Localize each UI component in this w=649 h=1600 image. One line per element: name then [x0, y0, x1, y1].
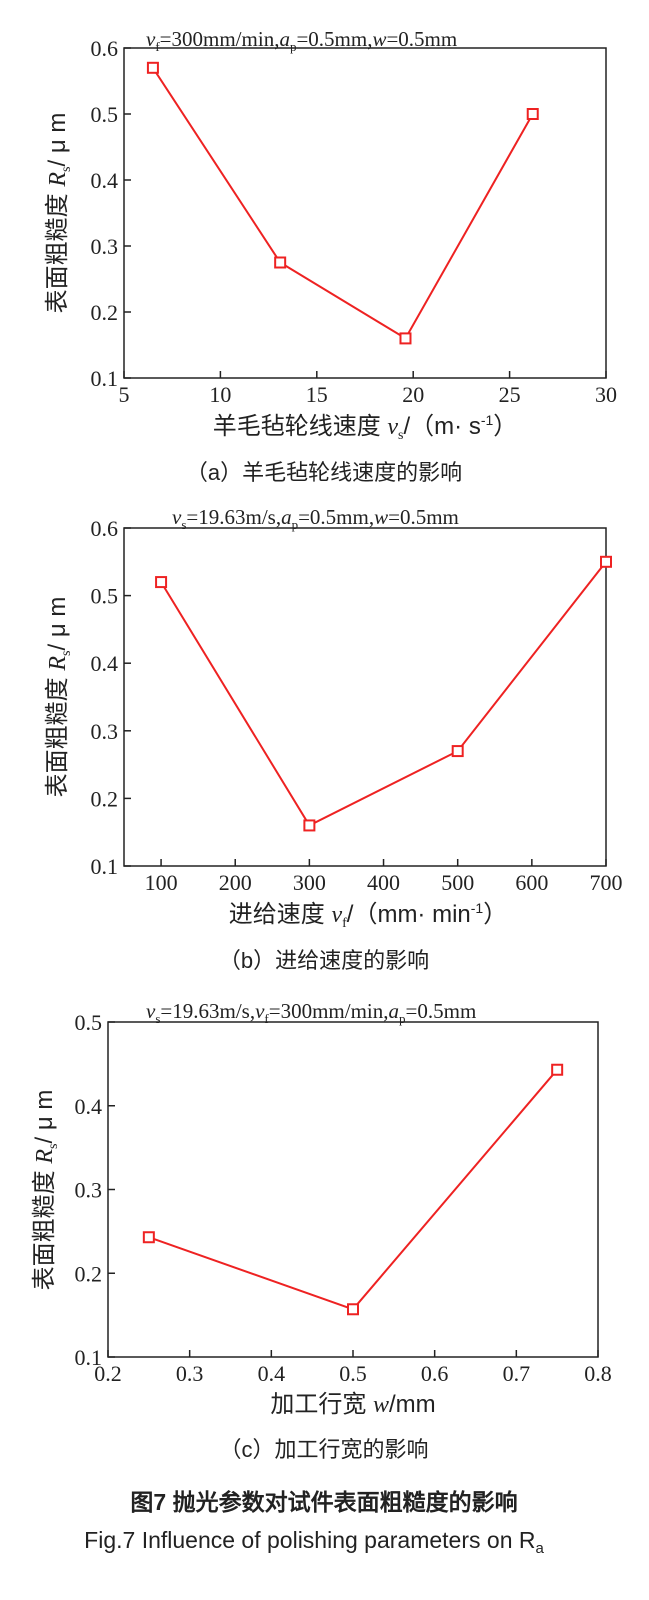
chart-b-xtick-label: 500: [441, 870, 474, 895]
chart-a-ytick-label: 0.1: [91, 366, 119, 391]
chart-c-ticks: 0.10.20.30.40.50.2 0.3 0.4 0.5 0.6 0.7 0.8: [75, 1010, 612, 1386]
chart-b-markers: [155, 555, 612, 832]
chart-b-plot-area: [123, 527, 607, 867]
chart-b-data-point: [451, 745, 464, 758]
chart-c-ytick-label: 0.3: [75, 1178, 103, 1203]
chart-b-xlabel: 进给速度 vf/（mm· min-1）: [229, 900, 507, 931]
chart-c-xtick-label: 0.2: [94, 1361, 122, 1386]
chart-a-ytick-label: 0.6: [91, 36, 119, 61]
chart-a-caption: （a）羊毛毡轮线速度的影响: [186, 460, 462, 485]
chart-a-xtick-label: 10: [209, 382, 231, 407]
chart-b-xtick-label: 200: [219, 870, 252, 895]
chart-a-ytick-label: 0.4: [91, 168, 119, 193]
chart-c: vs=19.63m/s,vf=300mm/min,ap=0.5mm 0.10.2…: [31, 999, 612, 1462]
chart-b-series-line: [160, 561, 607, 827]
chart-a-ylabel: 表面粗糙度 Rs/ μ m: [44, 113, 74, 314]
chart-b-xtick-label: 100: [145, 870, 178, 895]
chart-c-xtick-label: 0.8: [584, 1361, 612, 1386]
chart-b-ticks: 0.1 0.2 0.3 0.4 0.5 0.6 100 200 300 400 500 600 700: [91, 516, 623, 895]
chart-c-ytick-label: 0.2: [75, 1261, 103, 1286]
chart-b-ylabel: 表面粗糙度 Rs/ μ m: [44, 597, 74, 798]
chart-a-xtick-label: 20: [402, 382, 424, 407]
chart-b-params: vs=19.63m/s,ap=0.5mm,w=0.5mm: [172, 505, 459, 532]
chart-b-ytick-label: 0.6: [91, 516, 119, 541]
chart-a-data-point: [146, 61, 159, 74]
chart-c-ytick-label: 0.4: [75, 1094, 103, 1119]
chart-b-xtick-label: 700: [590, 870, 623, 895]
chart-b-caption: （b）进给速度的影响: [219, 948, 429, 973]
chart-a-xtick-label: 30: [595, 382, 617, 407]
chart-a-xtick-label: 25: [499, 382, 521, 407]
chart-a-xtick-label: 15: [306, 382, 328, 407]
chart-b-ytick-label: 0.2: [91, 786, 119, 811]
chart-a: vf=300mm/min,ap=0.5mm,w=0.5mm 0.10.20.30…: [44, 27, 617, 485]
chart-b-xtick-label: 600: [515, 870, 548, 895]
chart-c-ytick-label: 0.5: [75, 1010, 103, 1035]
chart-c-params: vs=19.63m/s,vf=300mm/min,ap=0.5mm: [146, 999, 476, 1026]
chart-a-data-point: [399, 332, 412, 345]
chart-a-data-point: [274, 256, 287, 269]
figure-title-en-subscript: a: [535, 1540, 544, 1557]
chart-c-caption: （c）加工行宽的影响: [219, 1437, 428, 1462]
chart-a-series-line: [152, 67, 534, 340]
chart-c-xlabel: 加工行宽 w/mm: [270, 1391, 435, 1418]
chart-c-ytick-label: 0.1: [75, 1345, 103, 1370]
chart-c-xtick-label: 0.4: [258, 1361, 286, 1386]
chart-a-ytick-label: 0.2: [91, 300, 119, 325]
chart-b-data-point: [155, 576, 168, 589]
chart-b-ytick-label: 0.5: [91, 584, 119, 609]
chart-b-data-point: [600, 555, 612, 568]
chart-a-xlabel: 羊毛毡轮线速度 vs/（m· s-1）: [213, 412, 518, 443]
chart-b-ytick-label: 0.1: [91, 854, 119, 879]
chart-a-markers: [146, 61, 539, 345]
chart-a-ticks: 0.1 0.2 0.3 0.4 0.5 0.6 5 10 15 20 25 30: [91, 36, 618, 407]
chart-c-data-point: [347, 1303, 359, 1316]
chart-b: vs=19.63m/s,ap=0.5mm,w=0.5mm 0.10.20.30.…: [44, 505, 623, 973]
figure-title-en: Fig.7 Influence of polishing parameters …: [84, 1527, 544, 1557]
chart-b-xtick-label: 300: [293, 870, 326, 895]
figure-title-cn: 图7 抛光参数对试件表面粗糙度的影响: [130, 1489, 517, 1515]
chart-b-xtick-label: 400: [367, 870, 400, 895]
chart-a-xtick-label: 5: [119, 382, 130, 407]
chart-a-plot-area: [123, 47, 607, 379]
chart-a-data-point: [526, 108, 539, 120]
chart-a-params: vf=300mm/min,ap=0.5mm,w=0.5mm: [146, 27, 457, 54]
chart-c-xtick-label: 0.6: [421, 1361, 449, 1386]
chart-c-ylabel: 表面粗糙度 Rs/ μ m: [31, 1090, 61, 1291]
figure-title-en-main: Fig.7 Influence of polishing parameters …: [84, 1527, 535, 1553]
chart-b-ytick-label: 0.4: [91, 651, 119, 676]
chart-c-data-point: [551, 1063, 564, 1076]
chart-b-ytick-label: 0.3: [91, 719, 119, 744]
chart-a-ytick-label: 0.5: [91, 102, 119, 127]
chart-c-series-line: [148, 1069, 558, 1311]
chart-a-ytick-label: 0.3: [91, 234, 119, 259]
chart-c-data-point: [142, 1231, 155, 1244]
chart-c-xtick-label: 0.7: [503, 1361, 531, 1386]
chart-c-xtick-label: 0.5: [339, 1361, 367, 1386]
chart-c-xtick-label: 0.3: [176, 1361, 204, 1386]
chart-b-data-point: [303, 819, 316, 832]
chart-c-markers: [142, 1063, 564, 1316]
